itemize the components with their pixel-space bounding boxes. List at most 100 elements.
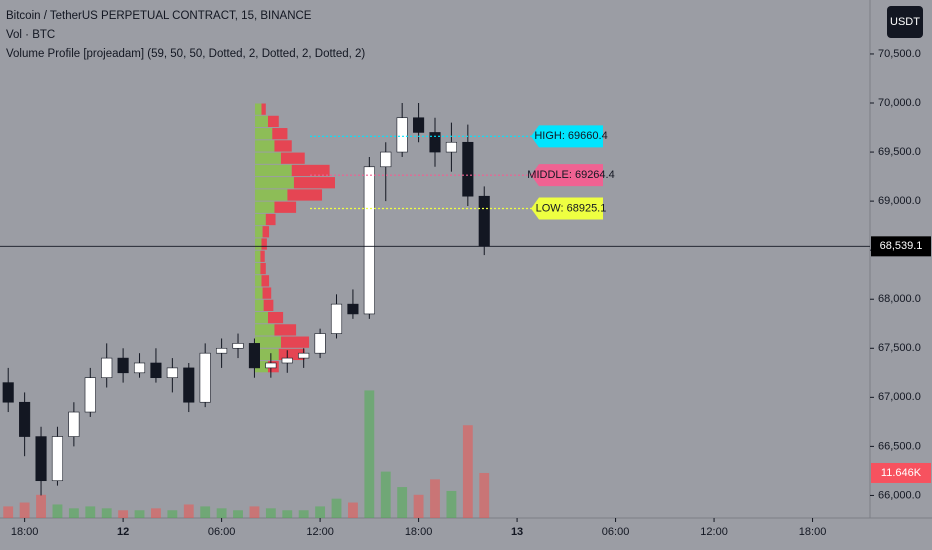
profile-sell xyxy=(265,213,276,226)
candle-body xyxy=(281,357,293,364)
volume-bar xyxy=(101,508,112,518)
candle-body xyxy=(347,303,359,315)
candle-body xyxy=(265,362,277,369)
level-badge xyxy=(531,125,603,148)
y-tick-label: 68,000.0 xyxy=(878,293,921,305)
volume-bar xyxy=(249,506,260,518)
y-tick-label: 67,000.0 xyxy=(878,391,921,403)
last-price-badge xyxy=(871,236,931,257)
volume-bar xyxy=(200,506,211,518)
y-tick-label: 69,000.0 xyxy=(878,195,921,207)
volume-bar xyxy=(167,510,178,518)
volume-bar xyxy=(85,506,96,518)
last-volume-badge xyxy=(871,462,931,483)
level-badge xyxy=(531,197,603,220)
candle-body xyxy=(51,436,64,482)
profile-buy xyxy=(255,311,268,324)
candle-body xyxy=(183,367,195,403)
profile-sell xyxy=(261,275,270,287)
candle-body xyxy=(117,357,129,374)
last-price-label: 68,539.1 xyxy=(880,240,923,252)
candle-body xyxy=(429,132,441,153)
level-badge xyxy=(531,164,603,187)
candle-body xyxy=(248,343,260,369)
profile-sell xyxy=(263,299,274,311)
profile-buy xyxy=(255,164,292,177)
y-tick-label: 67,500.0 xyxy=(878,342,921,354)
candle-body xyxy=(133,362,146,374)
volume-bar xyxy=(479,472,490,518)
chart-title: Bitcoin / TetherUS PERPETUAL CONTRACT, 1… xyxy=(6,10,312,22)
candle-body xyxy=(330,303,343,334)
profile-buy xyxy=(255,287,263,299)
profile-sell xyxy=(293,177,335,189)
profile-sell xyxy=(267,311,284,324)
volume-bar xyxy=(233,510,243,518)
candle-body xyxy=(216,347,228,354)
volume-bar xyxy=(151,508,161,518)
level-label: HIGH: 69660.4 xyxy=(534,130,607,142)
candle-body xyxy=(19,401,31,437)
last-volume-label: 11.646K xyxy=(881,467,922,479)
volume-bar xyxy=(3,506,14,518)
profile-buy xyxy=(255,177,294,189)
volume-bar xyxy=(331,498,342,518)
profile-buy xyxy=(255,115,268,128)
volume-bar xyxy=(118,510,129,518)
profile-sell xyxy=(278,348,305,361)
profile-sell xyxy=(261,103,266,115)
profile-buy xyxy=(255,262,261,275)
profile-buy xyxy=(255,201,275,213)
profile-buy xyxy=(255,275,262,287)
profile-sell xyxy=(274,324,297,336)
candle-body xyxy=(380,151,392,168)
profile-buy xyxy=(255,189,288,201)
y-tick-label: 66,500.0 xyxy=(878,440,921,452)
volume-bar xyxy=(380,471,391,518)
profile-sell xyxy=(262,287,272,299)
y-tick-label: 69,500.0 xyxy=(878,146,921,158)
profile-sell xyxy=(262,226,270,238)
indicator-label: Vol · BTC xyxy=(6,29,55,41)
y-tick-label: 66,000.0 xyxy=(878,489,921,501)
profile-sell xyxy=(291,164,330,177)
volume-bar xyxy=(68,508,79,518)
volume-bar xyxy=(265,508,276,518)
volume-bar xyxy=(397,487,408,518)
profile-sell xyxy=(274,140,292,152)
candle-body xyxy=(314,333,326,354)
x-tick-label: 06:00 xyxy=(208,526,236,538)
x-tick-label: 18:00 xyxy=(405,526,433,538)
volume-bar xyxy=(36,494,46,518)
profile-buy xyxy=(255,213,266,226)
profile-sell xyxy=(267,115,279,128)
currency-button[interactable] xyxy=(887,6,923,38)
profile-sell xyxy=(272,128,288,140)
y-tick-label: 70,000.0 xyxy=(878,97,921,109)
x-tick-label: 12 xyxy=(117,526,129,538)
profile-sell xyxy=(287,189,323,201)
volume-bar xyxy=(348,502,358,518)
volume-bar xyxy=(298,510,309,518)
candle-body xyxy=(413,117,425,133)
profile-buy xyxy=(255,140,275,152)
profile-buy xyxy=(255,324,275,336)
profile-buy xyxy=(255,226,263,238)
profile-buy xyxy=(255,103,262,115)
volume-bar xyxy=(462,425,473,518)
volume-bar xyxy=(413,494,424,518)
x-tick-label: 12:00 xyxy=(306,526,334,538)
candle-body xyxy=(35,436,47,482)
volume-bar xyxy=(282,510,293,518)
profile-buy xyxy=(255,336,281,348)
plot-area xyxy=(2,103,490,518)
x-tick-label: 18:00 xyxy=(11,526,39,538)
volume-bar xyxy=(446,490,457,518)
currency-label[interactable]: USDT xyxy=(890,16,920,28)
profile-buy xyxy=(255,250,261,262)
volume-bar xyxy=(183,504,194,518)
volume-bar xyxy=(216,508,227,518)
volume-bar xyxy=(19,502,30,518)
candle-body xyxy=(478,195,490,247)
x-tick-label: 06:00 xyxy=(602,526,630,538)
